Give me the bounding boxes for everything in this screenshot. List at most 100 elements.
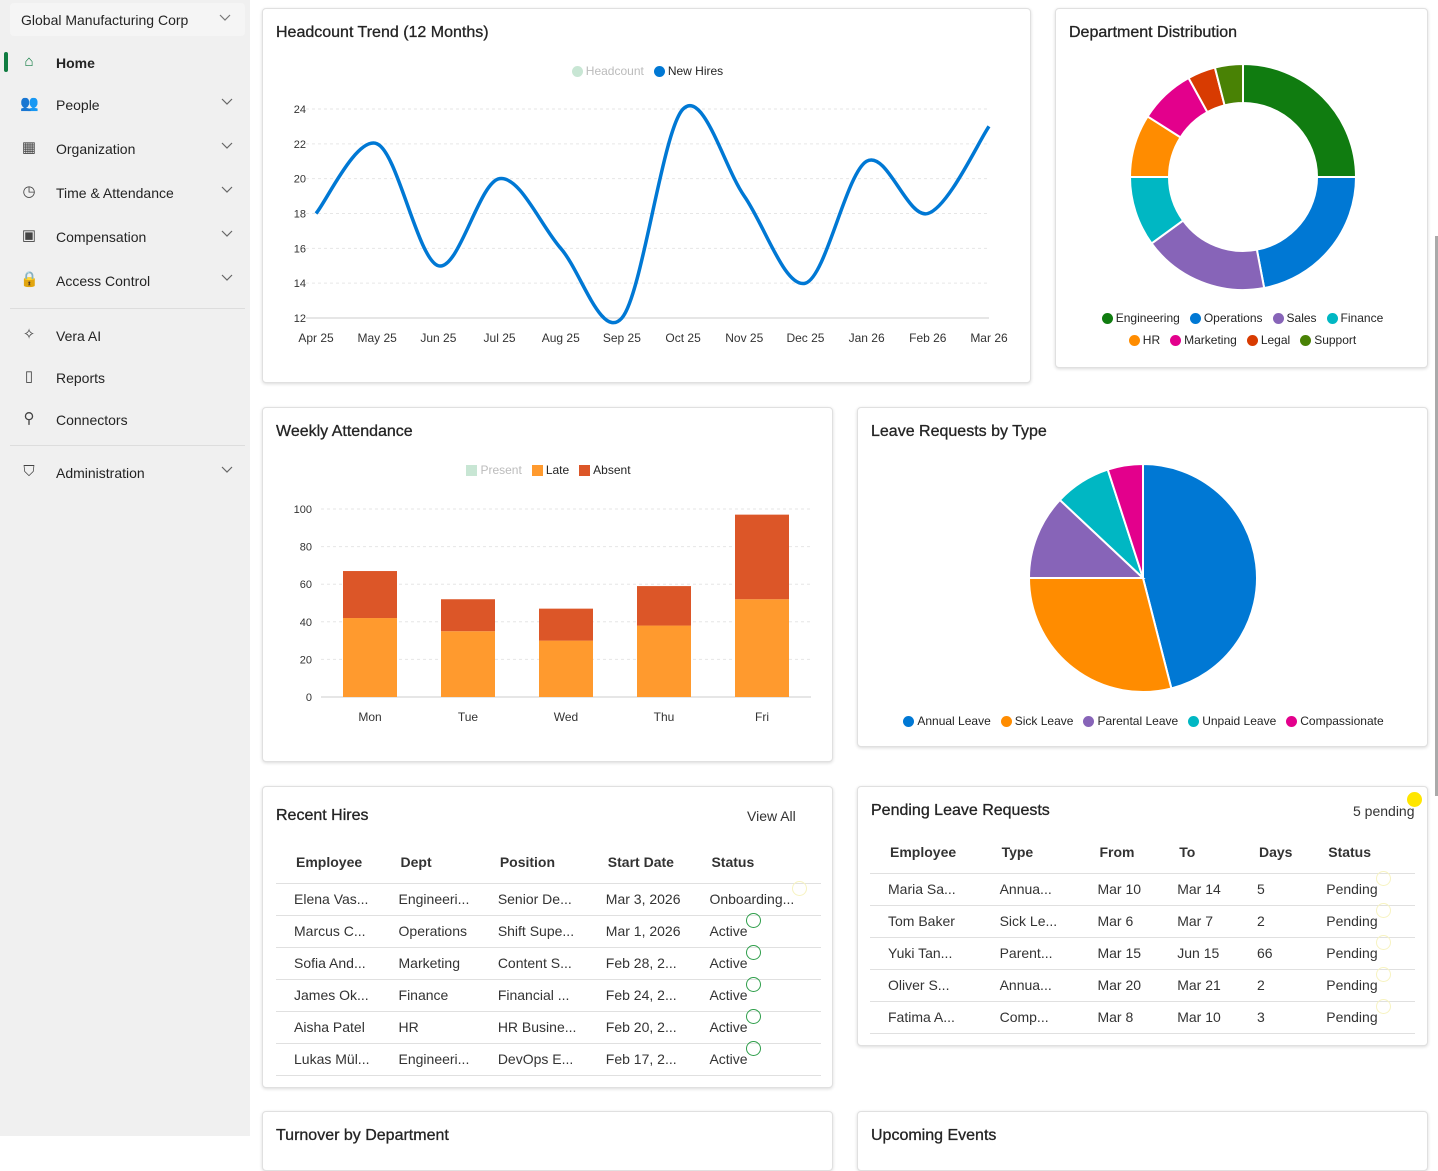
- table-row[interactable]: Sofia And... Marketing Content S... Feb 28,…: [276, 945, 821, 980]
- y-tick-label: 20: [294, 174, 306, 186]
- slice-sick-leave[interactable]: [1027, 577, 1173, 693]
- bar-late-wed[interactable]: [539, 640, 593, 697]
- cell-text: Mar 6: [1097, 913, 1134, 929]
- cell-text: Engineeri...: [398, 1051, 470, 1067]
- legend-item[interactable]: Annual Leave: [903, 714, 991, 728]
- legend-item[interactable]: Present: [466, 463, 522, 477]
- table-row[interactable]: Lukas Mül... Engineeri... DevOps E... Feb 1…: [276, 1041, 821, 1076]
- bar-absent-mon[interactable]: [343, 571, 397, 619]
- legend-item[interactable]: HR: [1128, 333, 1160, 347]
- bar-absent-fri[interactable]: [735, 514, 789, 600]
- table-cell: Annua...: [981, 873, 1080, 906]
- slice-operations[interactable]: [1255, 176, 1358, 290]
- table-row[interactable]: Fatima A... Comp... Mar 8 Mar 10 3 Pending: [870, 999, 1415, 1034]
- chevron-down-icon: [219, 11, 231, 23]
- table-cell: Active: [691, 945, 821, 980]
- chevron-down-icon: [221, 227, 233, 239]
- sidebar-item-connectors[interactable]: ⚲ Connectors: [10, 401, 245, 437]
- org-switcher[interactable]: Global Manufacturing Corp: [10, 3, 245, 36]
- table-cell: Aisha Patel: [276, 1011, 381, 1044]
- legend-swatch: [579, 464, 591, 476]
- cell-text: Jun 15: [1177, 945, 1220, 961]
- table-row[interactable]: James Ok... Finance Financial ... Feb 24, 2…: [276, 977, 821, 1012]
- legend-swatch: [1188, 715, 1200, 727]
- legend-item[interactable]: Engineering: [1101, 311, 1180, 325]
- bar-late-tue[interactable]: [441, 631, 495, 697]
- legend-item[interactable]: Legal: [1246, 333, 1290, 347]
- table-cell: Active: [691, 1009, 821, 1044]
- cell-text: Engineeri...: [398, 891, 470, 907]
- sidebar-item-compensation[interactable]: ▣ Compensation: [10, 218, 245, 254]
- legend-item[interactable]: Support: [1300, 333, 1356, 347]
- legend-item[interactable]: Operations: [1189, 311, 1263, 325]
- table-cell: Pending: [1308, 935, 1415, 970]
- cell-text: Mar 10: [1177, 1009, 1221, 1025]
- legend-item[interactable]: Finance: [1326, 311, 1383, 325]
- bar-absent-wed[interactable]: [539, 608, 593, 641]
- y-tick-label: 24: [294, 104, 306, 116]
- y-tick-label: 18: [294, 209, 306, 221]
- legend-item[interactable]: Compassionate: [1286, 714, 1384, 728]
- table-row[interactable]: Aisha Patel HR HR Busine... Feb 20, 2... Act…: [276, 1009, 821, 1044]
- sidebar-item-organization[interactable]: ▦ Organization: [10, 130, 245, 166]
- table-cell: Pending: [1308, 903, 1415, 938]
- table-cell: 2: [1238, 905, 1309, 938]
- table-row[interactable]: Oliver S... Annua... Mar 20 Mar 21 2 Pending: [870, 967, 1415, 1002]
- sidebar-item-access-control[interactable]: 🔒 Access Control: [10, 262, 245, 298]
- sidebar-item-people[interactable]: 👥 People: [10, 86, 245, 122]
- slice-engineering[interactable]: [1242, 62, 1358, 178]
- bar-late-mon[interactable]: [343, 618, 397, 697]
- legend-item[interactable]: Headcount: [571, 64, 644, 78]
- legend-item[interactable]: Sales: [1272, 311, 1317, 325]
- cell-text: Mar 8: [1097, 1009, 1134, 1025]
- column-header: From: [1079, 831, 1160, 874]
- legend-item[interactable]: Marketing: [1170, 333, 1237, 347]
- card-title: Turnover by Department: [276, 1127, 449, 1144]
- bar-absent-thu[interactable]: [637, 586, 691, 626]
- sidebar-item-home[interactable]: ⌂ Home: [10, 44, 245, 80]
- table-row[interactable]: Tom Baker Sick Le... Mar 6 Mar 7 2 Pending: [870, 903, 1415, 938]
- cell-text: Comp...: [999, 1009, 1049, 1025]
- legend-item[interactable]: New Hires: [653, 64, 723, 78]
- sidebar-item-time-attendance[interactable]: ◷ Time & Attendance: [10, 174, 245, 210]
- cell-text: Sofia And...: [294, 955, 366, 971]
- legend-swatch: [1000, 715, 1012, 727]
- slice-annual-leave[interactable]: [1142, 462, 1258, 690]
- sidebar-item-reports[interactable]: ▯ Reports: [10, 359, 245, 395]
- legend-item[interactable]: Sick Leave: [1000, 714, 1073, 728]
- view-all-link[interactable]: View All: [747, 808, 796, 824]
- status-badge: Onboarding...: [709, 891, 795, 907]
- legend-swatch: [1246, 334, 1258, 346]
- legend-item[interactable]: Late: [531, 463, 569, 477]
- cell-text: Mar 14: [1177, 881, 1221, 897]
- slice-parental-leave[interactable]: [1027, 498, 1146, 579]
- y-tick-label: 100: [294, 504, 312, 516]
- table-row[interactable]: Marcus C... Operations Shift Supe... Mar 1,…: [276, 913, 821, 948]
- table-cell: Jun 15: [1159, 937, 1239, 970]
- sidebar-item-administration[interactable]: ⛉ Administration: [10, 454, 245, 490]
- card-title: Leave Requests by Type: [871, 423, 1047, 440]
- bar-late-fri[interactable]: [735, 599, 789, 697]
- legend-item[interactable]: Parental Leave: [1083, 714, 1178, 728]
- table-cell: Feb 17, 2...: [587, 1043, 692, 1076]
- table-row[interactable]: Elena Vas... Engineeri... Senior De... Mar …: [276, 881, 821, 916]
- bar-late-thu[interactable]: [637, 625, 691, 697]
- table-row[interactable]: Yuki Tan... Parent... Mar 15 Jun 15 66 Pendin…: [870, 935, 1415, 970]
- legend-item[interactable]: Absent: [579, 463, 631, 477]
- x-tick-label: Thu: [654, 710, 675, 724]
- legend-item[interactable]: Unpaid Leave: [1188, 714, 1276, 728]
- cell-text: 3: [1256, 1009, 1265, 1025]
- table-cell: DevOps E...: [479, 1043, 588, 1076]
- cell-text: Mar 15: [1097, 945, 1142, 961]
- scrollbar[interactable]: [1435, 236, 1438, 796]
- table-cell: Mar 3, 2026: [587, 883, 692, 916]
- table-row[interactable]: Maria Sa... Annua... Mar 10 Mar 14 5 Pending: [870, 871, 1415, 906]
- sidebar-item-label: People: [56, 97, 100, 113]
- legend-label: Compassionate: [1300, 714, 1384, 728]
- sidebar-item-vera-ai[interactable]: ✧ Vera AI: [10, 317, 245, 353]
- slice-support[interactable]: [1213, 62, 1244, 107]
- bar-absent-tue[interactable]: [441, 599, 495, 632]
- slice-compassionate[interactable]: [1106, 462, 1144, 579]
- cell-text: Elena Vas...: [294, 891, 369, 907]
- table-cell: Marketing: [380, 947, 480, 980]
